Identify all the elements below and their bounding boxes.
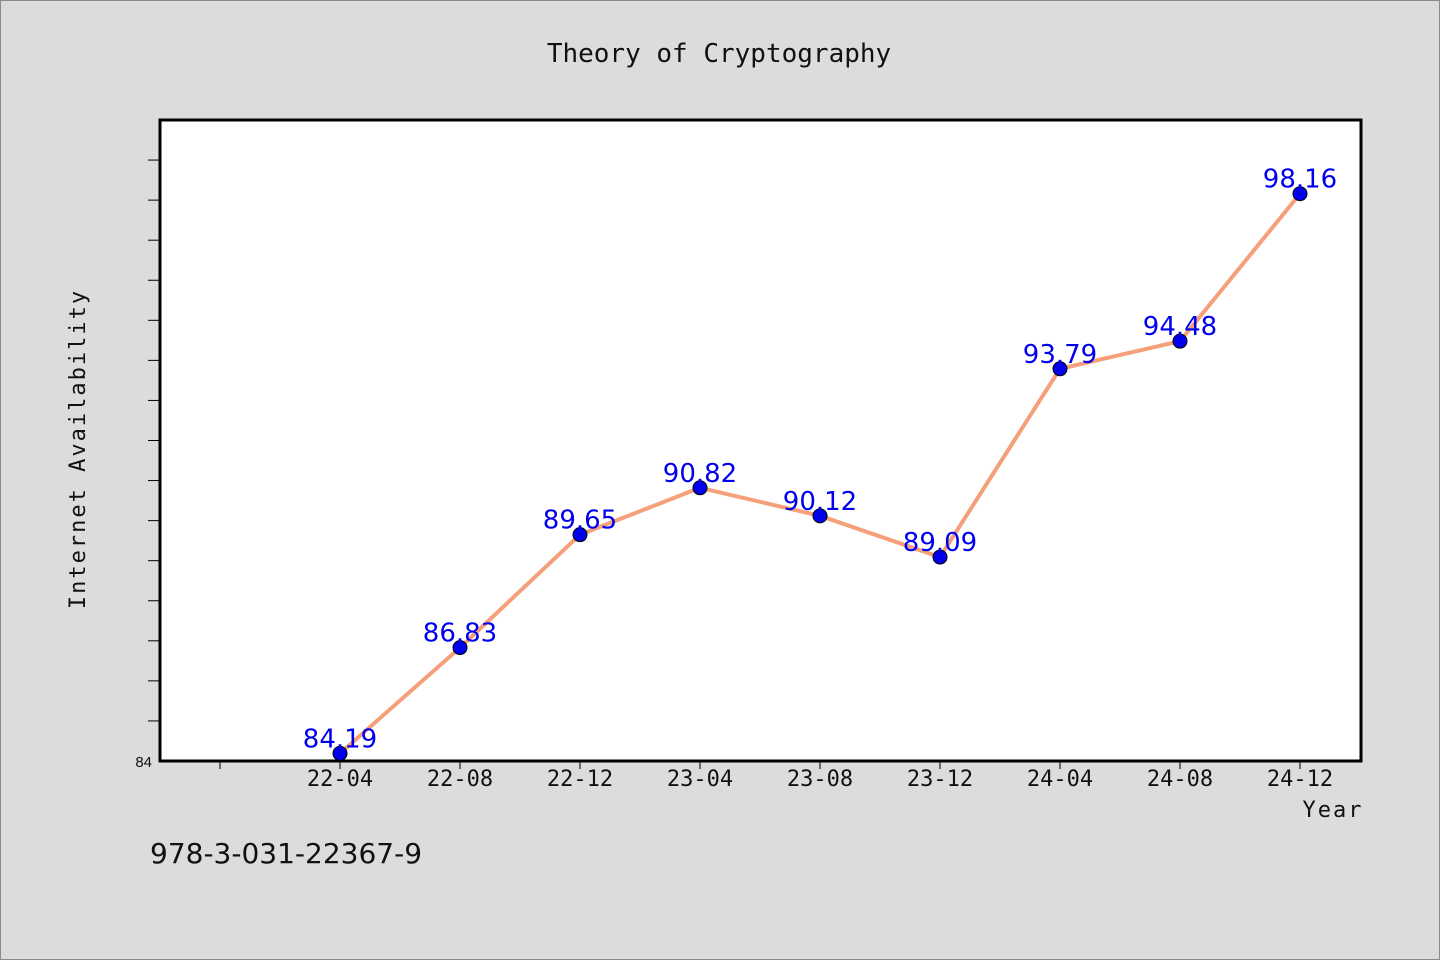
x-axis-label: Year (1303, 798, 1364, 823)
chart-title: Theory of Cryptography (547, 39, 891, 69)
data-point (932, 549, 948, 565)
x-tick-label: 24-12 (1267, 767, 1333, 792)
x-axis-ticks: 22-04 22-08 22-12 23-04 23-08 23-12 24-04 24-08… (219, 761, 1333, 792)
data-point (1172, 333, 1188, 349)
data-point (812, 508, 828, 524)
data-markers (332, 186, 1308, 761)
y-tick-label: 84 (135, 754, 152, 771)
data-label: 94.48 (1143, 312, 1217, 342)
x-tick-label: 23-08 (787, 767, 853, 792)
x-tick-label: 24-08 (1147, 767, 1213, 792)
data-point (332, 745, 348, 761)
data-labels: 84.19 86.83 89.65 90.82 90.12 89.09 93.79 94.48… (303, 165, 1337, 755)
data-label: 93.79 (1023, 340, 1097, 370)
x-tick-label: 22-04 (307, 767, 373, 792)
isbn-text: 978-3-031-22367-9 (150, 837, 422, 870)
data-label: 89.09 (903, 528, 977, 558)
y-axis-label: Internet Availability (66, 289, 91, 609)
x-tick-label: 22-08 (427, 767, 493, 792)
x-tick-label: 22-12 (547, 767, 613, 792)
plot-area (158, 118, 1363, 763)
data-label: 84.19 (303, 724, 377, 754)
x-tick-label: 24-04 (1027, 767, 1093, 792)
data-label: 89.65 (543, 506, 617, 536)
x-tick-label: 23-12 (907, 767, 973, 792)
data-point (1292, 186, 1308, 202)
y-axis-ticks: 84 (135, 159, 160, 771)
data-label: 90.82 (663, 459, 737, 489)
data-label: 86.83 (423, 619, 497, 649)
data-label: 90.12 (783, 487, 857, 517)
data-point (452, 640, 468, 656)
x-tick-label: 23-04 (667, 767, 733, 792)
data-point (1052, 361, 1068, 377)
data-label: 98.16 (1263, 165, 1337, 195)
data-point (692, 480, 708, 496)
data-point (572, 527, 588, 543)
